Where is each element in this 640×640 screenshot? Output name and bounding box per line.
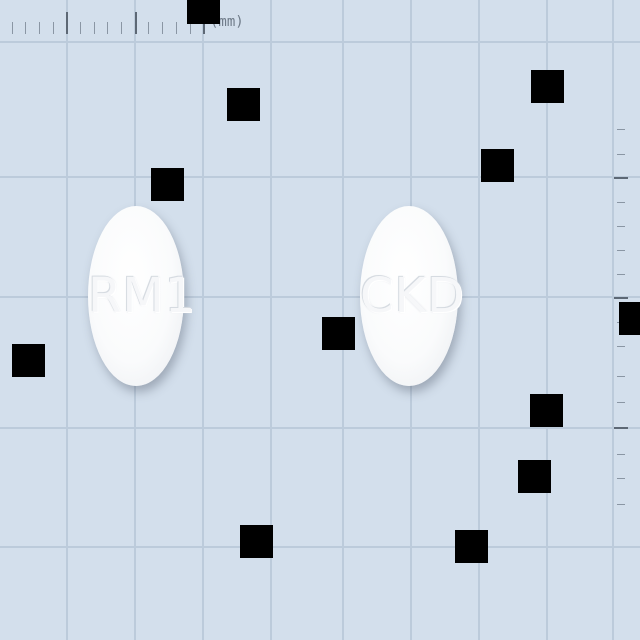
occlusion-square [151, 168, 184, 201]
occlusion-square [531, 70, 564, 103]
occlusion-square [227, 88, 260, 121]
ruler-tick [617, 504, 625, 505]
ruler-tick [121, 22, 122, 34]
ruler-tick [617, 226, 625, 227]
ruler-tick [617, 346, 625, 347]
grid-line-horizontal [0, 427, 640, 429]
ruler-tick-major [135, 12, 137, 34]
occlusion-square [322, 317, 355, 350]
tablet-left: RM1 [88, 206, 197, 386]
ruler-tick-major [614, 177, 628, 179]
ruler-tick [190, 22, 191, 34]
occlusion-square [481, 149, 514, 182]
occlusion-square [518, 460, 551, 493]
occlusion-square [455, 530, 488, 563]
ruler-tick [94, 22, 95, 34]
ruler-tick [176, 22, 177, 34]
occlusion-square [187, 0, 220, 24]
ruler-tick [148, 22, 149, 34]
occlusion-square [619, 302, 640, 335]
grid-line-horizontal [0, 41, 640, 43]
ruler-tick [617, 376, 625, 377]
ruler-tick-major [614, 427, 628, 429]
ruler-tick [12, 22, 13, 34]
grid-line-vertical [612, 0, 614, 640]
ruler-tick [617, 250, 625, 251]
ruler-tick [617, 402, 625, 403]
occlusion-square [12, 344, 45, 377]
ruler-tick [617, 129, 625, 130]
occlusion-square [240, 525, 273, 558]
ruler-tick-major [614, 297, 628, 299]
ruler-tick [107, 22, 108, 34]
ruler-tick [53, 22, 54, 34]
occlusion-square [530, 394, 563, 427]
tablet-imprint: RM1 [88, 268, 197, 324]
ruler-tick-major [66, 12, 68, 34]
ruler-tick [25, 22, 26, 34]
tablet-right: CKD [360, 206, 465, 386]
ruler-tick [617, 478, 625, 479]
grid-line-horizontal [0, 176, 640, 178]
ruler-tick [617, 154, 625, 155]
grid-line-vertical [202, 0, 204, 640]
grid-line-vertical [546, 0, 548, 640]
ruler-tick [617, 274, 625, 275]
ruler-tick [80, 22, 81, 34]
ruler-tick [162, 22, 163, 34]
grid-line-vertical [66, 0, 68, 640]
ruler-tick [617, 454, 625, 455]
grid-line-vertical [478, 0, 480, 640]
grid-line-vertical [270, 0, 272, 640]
grid-line-horizontal [0, 546, 640, 548]
ruler-tick [617, 202, 625, 203]
grid-line-horizontal [0, 296, 640, 298]
tablet-imprint: CKD [360, 268, 465, 324]
ruler-tick [39, 22, 40, 34]
